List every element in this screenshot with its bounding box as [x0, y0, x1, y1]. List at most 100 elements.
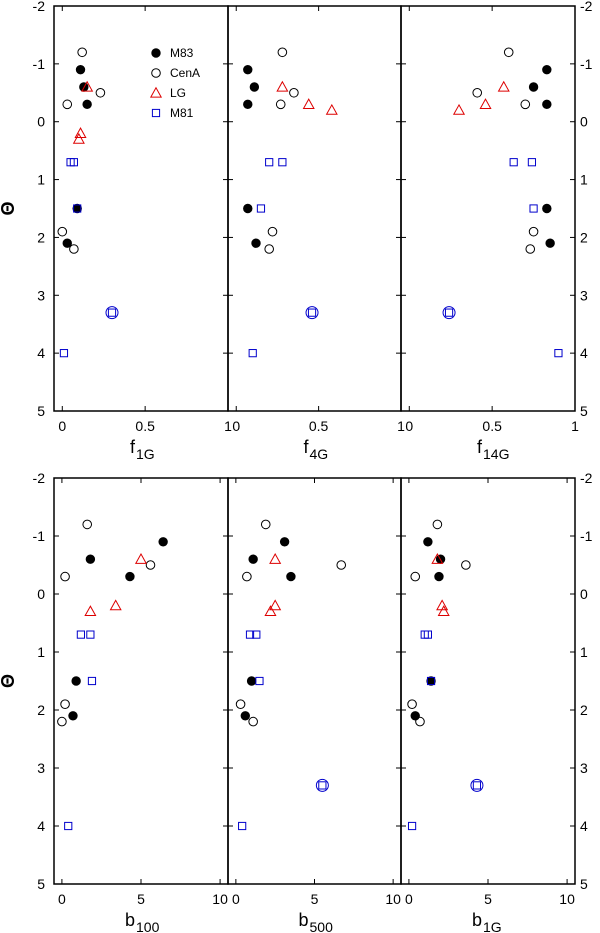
data-point-m81 [444, 308, 454, 317]
panel-b500: 0 5 10 b 500 [227, 477, 402, 933]
data-point-m81 [472, 781, 482, 790]
data-point-m83 [423, 537, 433, 547]
x-tick-label: 5 [311, 891, 319, 907]
data-point-lg [84, 605, 97, 617]
data-point-lg [302, 98, 315, 110]
data-point-cena [60, 571, 70, 582]
x-axis-label: b [125, 910, 135, 930]
data-point-m83 [243, 64, 253, 75]
data-point-m83 [249, 82, 260, 92]
data-point-m83 [251, 238, 261, 248]
data-point-m81 [509, 158, 518, 167]
data-point-m81 [107, 308, 117, 317]
data-point-m81 [73, 204, 82, 213]
data-point-lg [325, 103, 338, 115]
x-axis-label: b [472, 910, 482, 930]
y-tick-label: 5 [37, 403, 45, 419]
y-tick-label: 2 [580, 702, 588, 718]
x-tick-label: 0 [232, 418, 240, 434]
x-tick-label: 5 [484, 891, 492, 907]
data-point-m81-ring [442, 306, 456, 320]
legend-marker-m83 [151, 48, 161, 58]
data-point-m83 [243, 99, 253, 110]
data-point-m83 [75, 64, 86, 75]
data-point-m83 [542, 99, 552, 110]
data-point-m81 [255, 676, 264, 686]
data-point-cena [267, 226, 278, 237]
x-tick-label: 5 [137, 891, 145, 907]
data-point-cena [525, 244, 536, 254]
data-point-lg [276, 80, 289, 92]
data-point-cena [242, 571, 252, 582]
data-point-m81 [245, 630, 255, 639]
data-point-m83 [85, 554, 96, 564]
data-point-m81 [87, 676, 97, 686]
data-point-cena [432, 519, 443, 530]
x-tick-label: 10 [385, 891, 401, 907]
panel-b100: 0 5 10 b 100 [53, 477, 229, 933]
data-point-cena [277, 47, 288, 58]
legend-label-lg: LG [170, 86, 186, 100]
data-point-m81 [248, 349, 257, 358]
legend-marker-m81 [151, 108, 161, 118]
y-tick-label: -2 [33, 470, 46, 486]
panel-frame [227, 5, 402, 412]
data-point-cena [407, 699, 417, 710]
data-point-lg [431, 552, 444, 564]
data-point-m83 [286, 571, 296, 582]
data-point-m81-ring [105, 306, 119, 320]
x-axis-label: f [130, 437, 136, 457]
legend-marker-cena [151, 68, 161, 78]
y-tick-label: 4 [37, 345, 45, 361]
x-axis-label-subscript: 14G [483, 446, 509, 462]
data-point-m81 [307, 308, 317, 317]
y-tick-label: 5 [580, 403, 588, 419]
y-tick-label: -2 [33, 0, 46, 14]
data-point-lg [264, 605, 277, 617]
data-point-lg [109, 599, 122, 611]
data-point-m83 [434, 571, 444, 582]
legend-label-cena: CenA [170, 66, 200, 80]
x-tick-label: 1 [224, 418, 232, 434]
data-point-m83 [542, 64, 552, 75]
data-point-m83 [410, 711, 420, 721]
x-tick-label: 0 [405, 891, 413, 907]
data-point-m81 [252, 630, 261, 639]
data-point-cena [503, 47, 514, 58]
x-tick-label: 0.5 [135, 418, 155, 434]
panel-b1G: 0 5 10 b 1G [400, 477, 576, 933]
panel-f14G: 0 0.5 1 f 14G [400, 5, 579, 462]
data-point-m81 [423, 630, 432, 639]
data-point-lg [134, 552, 148, 564]
data-point-m81 [64, 821, 73, 831]
x-axis-label-subscript: 500 [310, 919, 334, 933]
data-point-cena [69, 244, 79, 254]
data-point-cena [260, 519, 271, 530]
data-point-cena [275, 99, 286, 110]
data-point-m83 [125, 571, 135, 582]
x-tick-label: 0 [58, 891, 66, 907]
y-tick-label: 3 [37, 287, 45, 303]
y-tick-label: 3 [580, 287, 588, 303]
y-tick-label: 0 [580, 114, 588, 130]
y-tick-label: 2 [37, 229, 45, 245]
panel-f1G: 0 0.5 1 f 1G [53, 5, 232, 462]
data-point-m81 [554, 349, 563, 358]
panel-f4G: 0 0.5 1 f 4G [227, 5, 405, 462]
data-point-m81 [265, 158, 274, 167]
data-point-cena [415, 716, 425, 727]
data-point-cena [57, 226, 68, 237]
data-point-m81 [278, 158, 287, 167]
y-tick-label: -1 [33, 528, 46, 544]
data-point-m83 [71, 676, 81, 686]
y-tick-label: 5 [580, 876, 588, 892]
data-point-m83 [248, 554, 258, 564]
data-point-lg [81, 80, 94, 92]
data-point-m81 [69, 158, 78, 167]
data-point-m83 [426, 676, 436, 686]
legend-marker-lg [149, 86, 163, 98]
x-axis-label: b [298, 910, 308, 930]
data-point-m81-ring [470, 778, 484, 792]
y-tick-label: 1 [580, 644, 588, 660]
